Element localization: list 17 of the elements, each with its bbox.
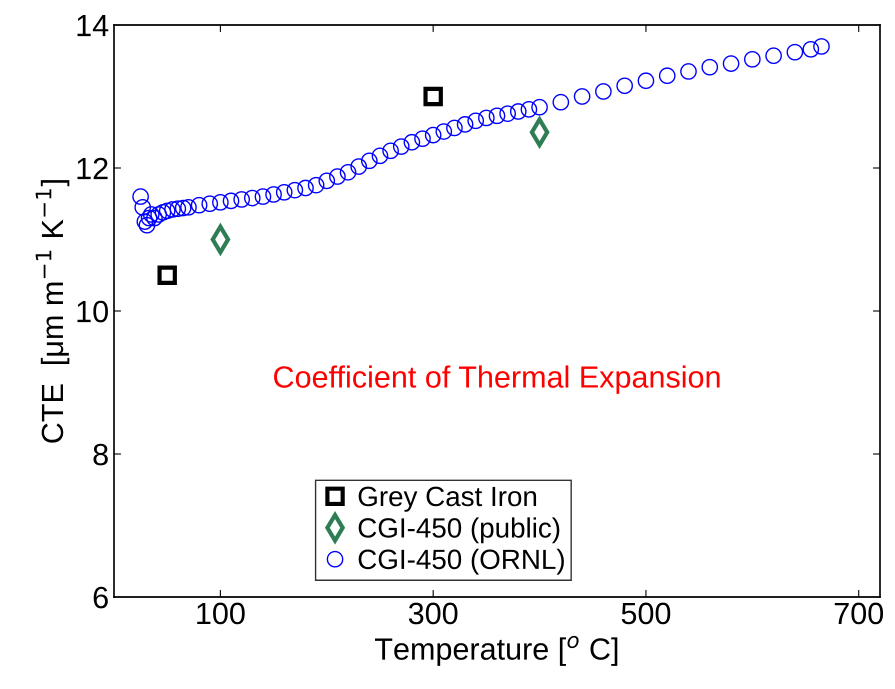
y-tick-label: 8 [93, 444, 108, 466]
y-tick-label: 14 [77, 15, 108, 36]
y-axis-title: CTE [μm m$^{−1}$ K$^{−1}$] [36, 180, 70, 443]
y-tick-label: 10 [77, 300, 108, 322]
x-tick-label: 500 [622, 602, 670, 624]
x-tick-label: 700 [834, 602, 884, 624]
point [423, 86, 443, 106]
legend-label: CGI-450 (ORNL) [358, 548, 564, 575]
legend-label: CGI-450 (public) [358, 517, 560, 544]
x-axis-title: Temperature [$^{o}$ C] [375, 636, 618, 666]
y-tick-label: 12 [77, 158, 108, 180]
legend-label: Grey Cast Iron [358, 486, 536, 512]
y-tick-label: 6 [94, 586, 108, 608]
x-tick-label: 300 [408, 602, 458, 624]
annotation: Coefficient of Thermal Expansion [274, 365, 720, 394]
point [157, 266, 177, 285]
x-tick-label: 100 [197, 602, 245, 624]
